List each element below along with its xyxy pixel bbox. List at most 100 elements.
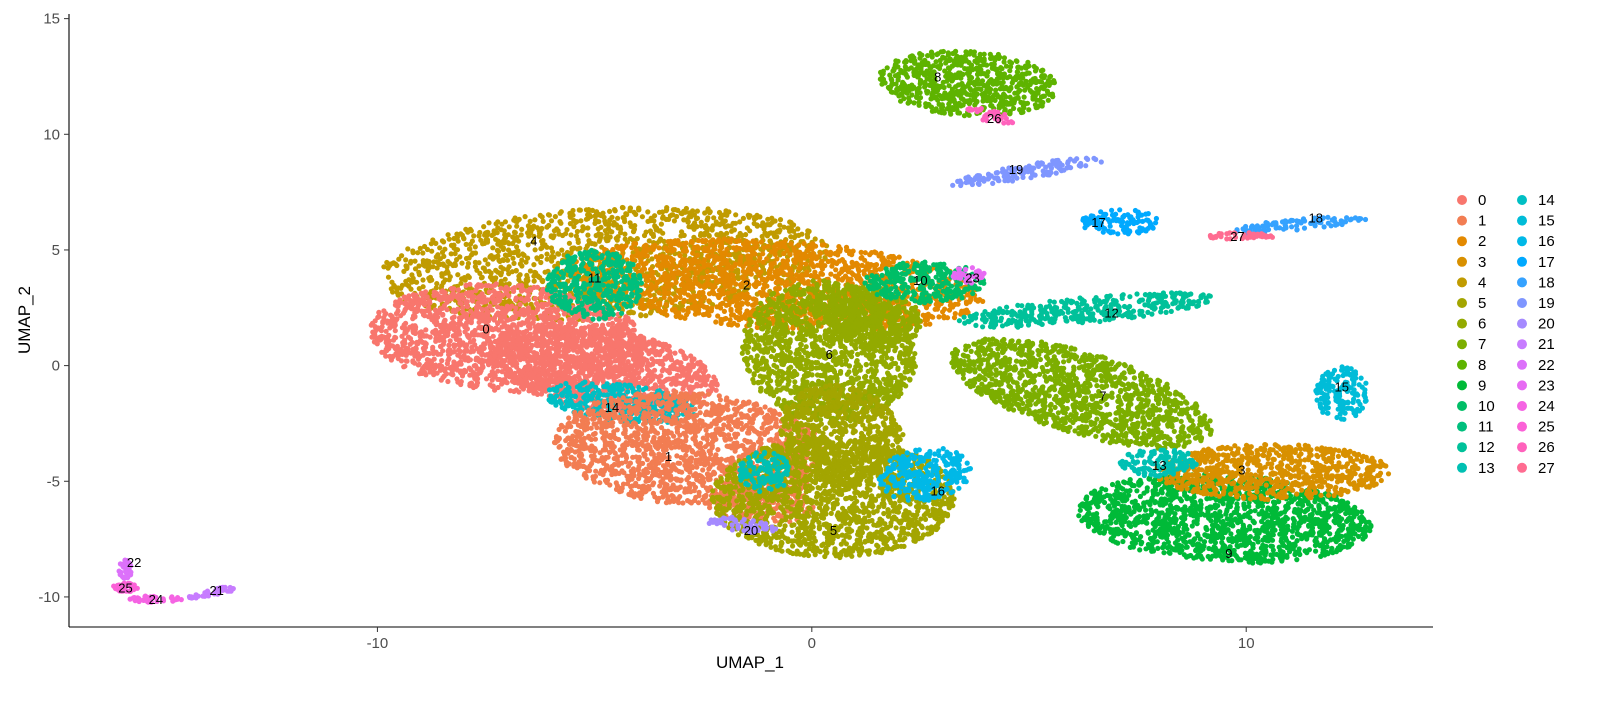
- data-point: [805, 234, 811, 240]
- data-point: [692, 256, 698, 262]
- data-point: [490, 245, 496, 251]
- data-point: [629, 253, 635, 260]
- data-point: [661, 290, 668, 296]
- data-point: [805, 248, 811, 254]
- data-point: [676, 288, 682, 294]
- data-point: [717, 292, 723, 298]
- data-point: [441, 334, 447, 340]
- data-point: [730, 272, 736, 278]
- data-point: [574, 228, 581, 235]
- data-point: [458, 231, 464, 237]
- data-point: [469, 330, 476, 336]
- data-point: [647, 310, 654, 316]
- data-point: [756, 272, 762, 278]
- data-point: [729, 228, 735, 234]
- data-point: [438, 351, 444, 357]
- data-point: [539, 225, 545, 232]
- data-point: [734, 307, 740, 314]
- data-point: [376, 310, 382, 316]
- data-point: [694, 208, 701, 214]
- data-point: [555, 313, 561, 319]
- data-point: [685, 219, 691, 225]
- data-point: [623, 243, 629, 249]
- data-point: [692, 299, 698, 305]
- data-point: [950, 304, 956, 310]
- data-point: [549, 253, 555, 259]
- data-point: [430, 264, 436, 270]
- data-point: [463, 323, 469, 329]
- data-point: [478, 275, 485, 281]
- data-point: [394, 285, 400, 291]
- data-point: [933, 301, 939, 307]
- data-point: [452, 251, 458, 257]
- data-point: [517, 301, 523, 308]
- data-point: [453, 336, 459, 342]
- data-point: [583, 216, 590, 222]
- data-point: [419, 297, 425, 303]
- data-point: [464, 342, 470, 348]
- data-point: [473, 304, 479, 310]
- data-point: [564, 227, 570, 233]
- data-point: [493, 281, 499, 287]
- data-point: [718, 317, 724, 323]
- data-point: [470, 250, 476, 256]
- data-point: [793, 272, 800, 278]
- data-point: [500, 245, 506, 251]
- data-point: [451, 323, 457, 329]
- data-point: [380, 320, 386, 326]
- data-point: [701, 260, 707, 266]
- data-point: [698, 219, 704, 225]
- data-point: [409, 325, 415, 331]
- data-point: [571, 224, 577, 230]
- data-point: [878, 250, 884, 256]
- data-point: [781, 224, 787, 230]
- data-point: [394, 316, 400, 323]
- data-point: [723, 302, 730, 308]
- data-point: [655, 306, 662, 313]
- data-point: [416, 272, 422, 278]
- data-point: [449, 315, 455, 321]
- data-point: [542, 269, 548, 275]
- data-point: [420, 277, 426, 283]
- data-point: [686, 210, 693, 216]
- data-point: [679, 271, 685, 277]
- data-point: [711, 215, 717, 221]
- data-point: [461, 370, 467, 376]
- data-point: [726, 321, 732, 328]
- data-point: [636, 207, 642, 213]
- data-point: [839, 266, 845, 272]
- data-point: [531, 262, 537, 268]
- data-point: [457, 254, 463, 260]
- data-point: [677, 252, 683, 259]
- data-point: [434, 259, 440, 265]
- data-point: [585, 225, 591, 231]
- data-point: [517, 261, 524, 267]
- data-point: [718, 213, 725, 219]
- data-point: [695, 281, 701, 287]
- data-point: [393, 335, 399, 341]
- data-point: [447, 351, 453, 357]
- data-point: [613, 316, 619, 322]
- data-point: [760, 286, 767, 292]
- data-point: [441, 262, 447, 268]
- data-point: [472, 313, 478, 319]
- data-point: [678, 233, 684, 239]
- data-point: [724, 246, 730, 252]
- data-point: [555, 251, 562, 257]
- data-point: [504, 266, 511, 273]
- data-point: [652, 223, 658, 229]
- data-point: [922, 314, 928, 320]
- data-point: [447, 274, 453, 280]
- data-point: [386, 346, 392, 352]
- data-point: [711, 374, 717, 380]
- scatter-points: [111, 48, 1392, 605]
- data-point: [427, 300, 433, 306]
- data-point: [492, 387, 498, 393]
- data-point: [602, 220, 609, 226]
- data-point: [412, 266, 419, 272]
- data-point: [381, 315, 387, 321]
- data-point: [422, 259, 428, 265]
- data-point: [390, 289, 396, 295]
- data-point: [757, 289, 763, 296]
- data-point: [754, 281, 761, 287]
